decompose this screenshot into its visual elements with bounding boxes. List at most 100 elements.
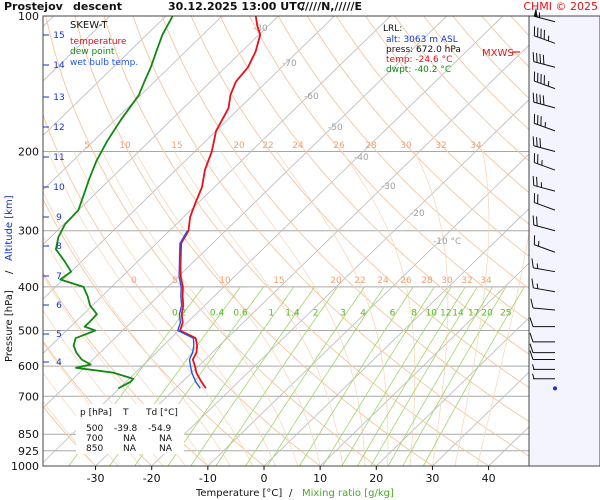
adiabat-label-lower: 26 — [400, 276, 412, 286]
header-station: Prostejov — [4, 0, 64, 13]
mixing-ratio-line — [422, 286, 525, 466]
mixing-ratio-line — [357, 286, 466, 466]
adiabat-label-lower: 28 — [421, 276, 433, 286]
isotherm-label: -60 — [304, 92, 319, 102]
table-cell: NA — [159, 434, 173, 444]
mxws-label: MXWS — [482, 48, 514, 59]
moist-adiabat-line — [43, 401, 96, 466]
wind-barb — [532, 373, 555, 380]
y-axis-label-separator: / — [4, 270, 15, 274]
temperature-tick-label: -10 — [199, 472, 217, 485]
moist-adiabat-line — [48, 151, 254, 466]
adiabat-label-upper: 32 — [435, 141, 446, 151]
mixing-ratio-label: 6 — [390, 308, 396, 318]
table-header-td: Td [°C] — [145, 408, 178, 418]
lrl-title: LRL: — [383, 24, 402, 34]
legend-item-dew-point: dew point — [70, 47, 115, 57]
dewpoint-line — [55, 16, 174, 390]
pressure-table: p [hPa] T Td [°C] 500 -39.8 -54.9 700 NA… — [76, 404, 184, 454]
temperature-tick-label: 0 — [261, 472, 268, 485]
wind-barb-flag — [533, 7, 538, 18]
table-background — [76, 404, 184, 454]
wind-barb-feather — [531, 258, 534, 268]
x-axis-label-temperature: Temperature [°C] — [195, 488, 282, 499]
isotherm-line — [43, 16, 504, 464]
moist-adiabat-line — [477, 231, 529, 466]
wind-barb-staff — [534, 162, 556, 171]
temperature-tick-label: 30 — [425, 472, 439, 485]
moist-adiabat-lines — [43, 151, 529, 466]
isotherm-label: -50 — [328, 123, 343, 133]
adiabat-label-lower: 20 — [330, 276, 342, 286]
wind-barb-feather — [536, 216, 538, 226]
lrl-dwpt: dwpt: -40.2 °C — [386, 65, 451, 75]
wind-barb-feather — [542, 54, 545, 65]
mixing-ratio-line — [387, 286, 494, 466]
dry-adiabat-line — [45, 16, 377, 466]
lrl-press: press: 672.0 hPa — [386, 45, 461, 55]
isotherm-label: -70 — [282, 59, 297, 69]
altitude-tick-label: 8 — [56, 242, 62, 252]
altitude-tick-label: 7 — [56, 272, 62, 282]
wind-barb-feather — [532, 52, 535, 62]
adiabat-label-upper: 30 — [400, 141, 412, 151]
adiabat-label-lower: 0 — [131, 276, 137, 286]
adiabat-label-upper: 5 — [84, 141, 90, 151]
pressure-tick-label: 100 — [18, 10, 39, 23]
adiabat-label-upper: 34 — [470, 141, 482, 151]
wind-barb-feather — [536, 93, 538, 104]
mixing-ratio-label: 1 — [268, 308, 274, 318]
wind-barb-staff — [533, 224, 556, 232]
wind-barb-half-feather — [536, 283, 539, 289]
header: Prostejov descent 30.12.2025 13:00 UTC /… — [4, 0, 598, 13]
mixing-ratio-label: 20 — [481, 308, 493, 318]
mixing-ratio-line — [215, 286, 338, 466]
temperature-line — [179, 16, 262, 389]
mixing-ratio-label: 14 — [452, 308, 464, 318]
moist-adiabat-line — [341, 151, 416, 466]
wind-barb-feather — [529, 332, 534, 343]
dry-adiabat-line — [103, 16, 489, 466]
altitude-tick-label: 13 — [53, 93, 64, 103]
adiabat-label-upper: 28 — [365, 141, 377, 151]
wind-barb-feather — [532, 92, 535, 103]
dry-adiabat-line — [306, 16, 529, 257]
wind-barb-staff — [534, 35, 556, 44]
altitude-tick-label: 4 — [56, 358, 62, 368]
temperature-tick-label: 10 — [313, 472, 327, 485]
lrl-temp: temp: -24.6 °C — [386, 55, 452, 65]
adiabat-label-upper: 26 — [333, 141, 345, 151]
wind-barb — [533, 113, 556, 132]
header-datetime: 30.12.2025 13:00 UTC — [168, 0, 305, 13]
temperature-tick-label: 40 — [482, 472, 496, 485]
dry-adiabat-line — [43, 113, 321, 466]
table-cell: -39.8 — [114, 424, 138, 434]
isotherm-line — [43, 16, 391, 355]
pressure-tick-label: 200 — [18, 145, 39, 158]
pressure-tick-label: 500 — [18, 325, 39, 338]
table-cell: NA — [159, 444, 173, 454]
plot-area: 0.2 0.4 0.6 1 1.4 2 3 4 6 8 10 12 14 17 20 255 10 15 20 22 2… — [42, 15, 530, 467]
wind-barb — [532, 136, 556, 152]
wind-barb — [529, 350, 555, 361]
isotherm-line — [43, 16, 448, 409]
isotherm-line — [151, 99, 529, 466]
wind-barb — [530, 298, 556, 311]
wind-barb-staff — [534, 80, 556, 90]
wind-barb — [533, 71, 556, 90]
table-cell: NA — [123, 444, 137, 454]
y-axis-label-altitude: Altitude [km] — [4, 195, 15, 261]
adiabat-label-upper: 24 — [292, 141, 304, 151]
adiabat-label-upper: 20 — [233, 141, 245, 151]
wind-barb-half-feather — [532, 364, 535, 370]
dry-adiabat-line — [277, 16, 529, 290]
isotherm-label: -20 — [410, 209, 425, 219]
wind-barb-half-feather — [532, 373, 535, 379]
altitude-tick-label: 9 — [56, 213, 62, 223]
wind-barb — [529, 332, 555, 343]
mixing-ratio-label: 0.6 — [233, 308, 248, 318]
mixing-ratio-label: 0.4 — [210, 308, 225, 318]
wind-barb — [531, 278, 556, 293]
mixing-ratio-label: 2 — [313, 308, 319, 318]
